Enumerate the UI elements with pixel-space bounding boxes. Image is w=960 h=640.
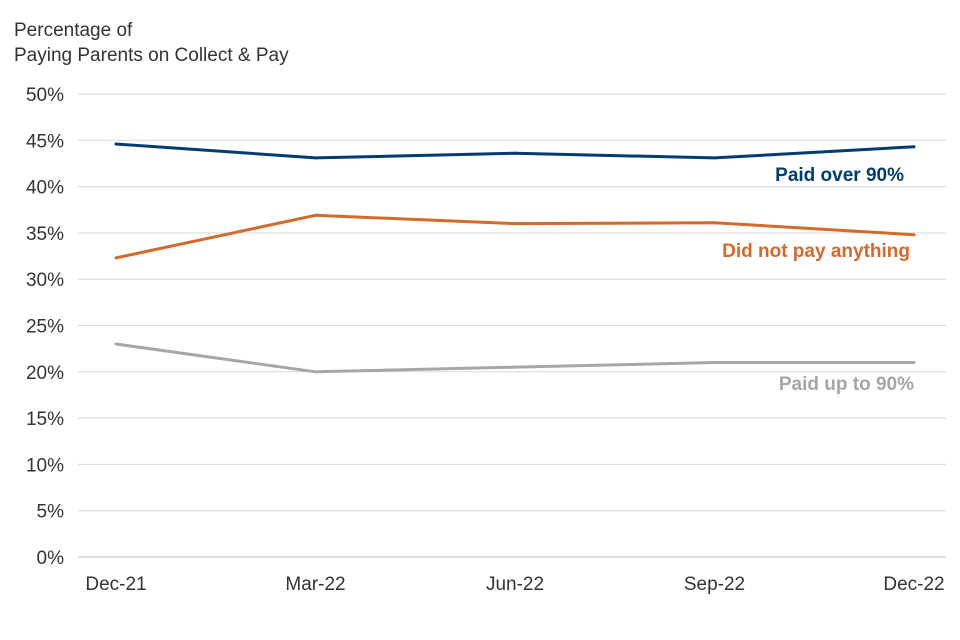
series-label: Paid up to 90% [779, 374, 914, 395]
y-tick-label: 45% [26, 131, 64, 152]
data-point [114, 142, 118, 146]
y-tick-label: 5% [37, 502, 65, 523]
y-axis-title: Percentage of Paying Parents on Collect … [14, 18, 289, 68]
y-tick-label: 10% [26, 455, 64, 476]
data-point [513, 151, 517, 155]
x-tick-label: Jun-22 [486, 574, 544, 595]
data-point [912, 361, 916, 365]
series-label: Did not pay anything [722, 241, 910, 262]
data-point [912, 233, 916, 237]
y-tick-label: 15% [26, 409, 64, 430]
y-tick-label: 0% [37, 548, 65, 569]
y-tick-label: 40% [26, 178, 64, 199]
y-tick-label: 35% [26, 224, 64, 245]
y-tick-label: 30% [26, 270, 64, 291]
x-tick-label: Sep-22 [684, 574, 745, 595]
data-point [912, 145, 916, 149]
data-point [114, 256, 118, 260]
x-tick-label: Dec-22 [883, 574, 944, 595]
data-point [314, 370, 317, 374]
data-point [513, 222, 517, 226]
series-label: Paid over 90% [775, 165, 904, 186]
data-point [314, 156, 317, 160]
x-tick-label: Mar-22 [285, 574, 345, 595]
data-point [513, 365, 517, 369]
y-tick-label: 25% [26, 317, 64, 338]
x-tick-label: Dec-21 [85, 574, 146, 595]
y-axis-title-line2: Paying Parents on Collect & Pay [14, 45, 289, 66]
data-point [713, 361, 716, 365]
y-tick-label: 50% [26, 85, 64, 106]
y-tick-label: 20% [26, 363, 64, 384]
data-point [114, 342, 118, 346]
data-point [713, 221, 716, 225]
data-point [713, 156, 716, 160]
y-axis-title-line1: Percentage of [14, 20, 133, 41]
series-line [115, 142, 915, 160]
data-point [314, 213, 317, 217]
